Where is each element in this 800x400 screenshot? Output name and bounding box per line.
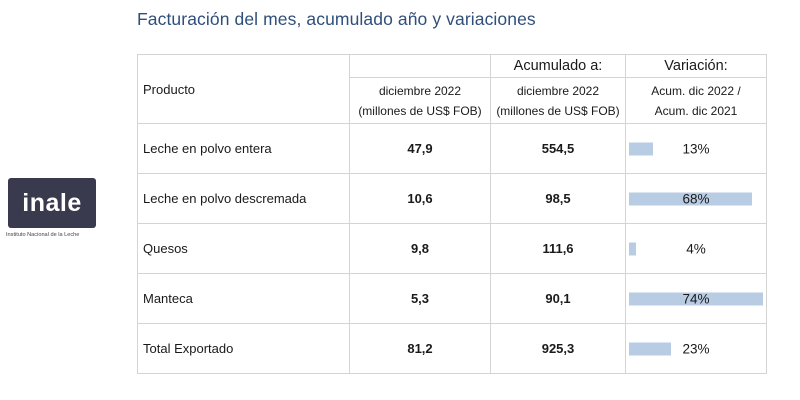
variation-percent: 74% (682, 291, 710, 306)
acum-value: 90,1 (490, 273, 626, 324)
table-row-total: Total Exportado 81,2 925,3 23% (137, 323, 767, 374)
variation-cell: 13% (625, 123, 767, 174)
variation-bar (629, 292, 763, 305)
header-producto: Producto (137, 54, 350, 124)
header-var-line1: Acum. dic 2022 / (651, 83, 741, 98)
table-row: Leche en polvo entera 47,9 554,5 13% (137, 123, 767, 174)
header-acum: diciembre 2022 (millones de US$ FOB) (490, 77, 626, 124)
month-value: 5,3 (349, 273, 491, 324)
acum-value: 925,3 (490, 323, 626, 374)
header-month: diciembre 2022 (millones de US$ FOB) (349, 77, 491, 124)
variation-bar (629, 342, 671, 355)
header-acum-line2: (millones de US$ FOB) (496, 103, 620, 118)
table-row: Leche en polvo descremada 10,6 98,5 68% (137, 173, 767, 224)
product-cell: Leche en polvo entera (137, 123, 350, 174)
product-cell: Quesos (137, 223, 350, 274)
header-acum-title-label: Acumulado a: (513, 58, 603, 74)
variation-cell: 4% (625, 223, 767, 274)
month-value: 10,6 (349, 173, 491, 224)
header-acum-title: Acumulado a: (490, 54, 626, 78)
logo-subtitle: Instituto Nacional de la Leche (6, 232, 80, 238)
product-cell: Total Exportado (137, 323, 350, 374)
variation-percent: 13% (682, 141, 710, 156)
table-row: Manteca 5,3 90,1 74% (137, 273, 767, 324)
variation-cell: 74% (625, 273, 767, 324)
variation-percent: 68% (682, 191, 710, 206)
variation-percent: 4% (686, 241, 706, 256)
header-acum-line1: diciembre 2022 (516, 83, 600, 98)
product-cell: Manteca (137, 273, 350, 324)
acum-value: 111,6 (490, 223, 626, 274)
variation-bar (629, 242, 636, 255)
page-title: Facturación del mes, acumulado año y var… (137, 9, 536, 29)
variation-cell: 68% (625, 173, 767, 224)
acum-value: 554,5 (490, 123, 626, 174)
variation-bar (629, 192, 752, 205)
header-row-top: Producto Acumulado a: Variación: (137, 54, 767, 124)
header-row-sub: diciembre 2022 (millones de US$ FOB) dic… (138, 77, 767, 124)
header-var-title: Variación: (625, 54, 767, 78)
logo-wordmark: inale (22, 188, 82, 217)
inale-logo: inale (8, 178, 96, 228)
month-value: 47,9 (349, 123, 491, 174)
header-month-line2: (millones de US$ FOB) (358, 103, 482, 118)
header-var: Acum. dic 2022 / Acum. dic 2021 (625, 77, 767, 124)
variation-percent: 23% (682, 341, 710, 356)
month-value: 9,8 (349, 223, 491, 274)
header-month-top (349, 54, 491, 78)
acum-value: 98,5 (490, 173, 626, 224)
header-var-line2: Acum. dic 2021 (654, 103, 738, 118)
product-cell: Leche en polvo descremada (137, 173, 350, 224)
variation-bar (629, 142, 653, 155)
header-producto-label: Producto (143, 81, 196, 97)
header-var-title-label: Variación: (664, 58, 728, 74)
billing-table: Producto Acumulado a: Variación: diciemb… (137, 54, 767, 374)
header-month-line1: diciembre 2022 (378, 83, 462, 98)
month-value: 81,2 (349, 323, 491, 374)
variation-cell: 23% (625, 323, 767, 374)
table-row: Quesos 9,8 111,6 4% (137, 223, 767, 274)
